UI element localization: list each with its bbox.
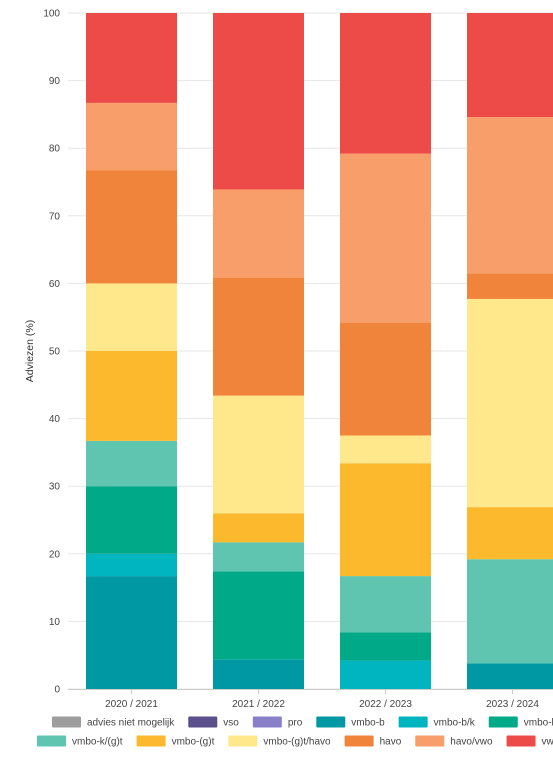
x-tick-label: 2023 / 2024 [486, 699, 539, 710]
bar-segment [86, 486, 177, 554]
legend-item[interactable]: vmbo-b [316, 716, 385, 729]
x-tick-label: 2020 / 2021 [105, 699, 158, 710]
bar-segment [467, 298, 553, 508]
bar-segment [86, 553, 177, 577]
legend-label: havo [380, 737, 402, 748]
bar-segment [86, 13, 177, 103]
bar-segment [340, 463, 431, 577]
x-tick-labels: 2020 / 2021 2021 / 2022 2022 / 2023 2023 / … [105, 689, 539, 710]
legend-swatch [488, 716, 518, 728]
legend-swatch [52, 716, 81, 728]
bar-segment [213, 189, 304, 278]
bar-segment [86, 440, 177, 487]
legend-swatch [252, 716, 282, 728]
legend-item[interactable]: havo [344, 735, 402, 748]
bar-segment [86, 351, 177, 441]
legend-label: vmbo-k/(g)t [72, 737, 123, 748]
y-tick-label: 90 [49, 76, 61, 87]
legend-item[interactable]: vmbo-(g)t [136, 735, 215, 748]
y-tick-label: 50 [49, 347, 61, 358]
legend-item[interactable]: havo/vwo [415, 735, 493, 748]
legend: advies niet mogelijk vso pro vmbo-b vmbo-b/k… [37, 716, 553, 748]
y-tick-label: 20 [49, 549, 61, 560]
x-tick-label: 2021 / 2022 [232, 699, 285, 710]
bar-segment [86, 283, 177, 351]
bar-segment [467, 13, 553, 118]
legend-label: vwo [542, 737, 553, 748]
bar-segment [340, 632, 431, 661]
bar-segment [86, 576, 177, 689]
y-tick-label: 30 [49, 482, 61, 493]
legend-item[interactable]: advies niet mogelijk [52, 716, 175, 729]
bar-segment [340, 13, 431, 154]
legend-item[interactable]: pro [252, 716, 303, 729]
bar-segment [213, 395, 304, 514]
bar-segment [340, 322, 431, 436]
legend-item[interactable]: vso [188, 716, 239, 729]
legend-label: pro [288, 718, 303, 729]
legend-label: advies niet mogelijk [87, 718, 175, 729]
bar-segment [213, 659, 304, 689]
legend-swatch [415, 735, 445, 747]
legend-item[interactable]: vmbo-k [488, 716, 553, 729]
legend-item[interactable]: vmbo-(g)t/havo [228, 735, 331, 748]
y-tick-label: 60 [49, 279, 61, 290]
y-axis-label: Adviezen (%) [24, 320, 36, 382]
bar-segment [213, 571, 304, 660]
legend-label: havo/vwo [450, 737, 493, 748]
legend-swatch [506, 735, 536, 747]
legend-label: vmbo-b [351, 718, 385, 729]
x-tick-label: 2022 / 2023 [359, 699, 412, 710]
bar-segment [467, 559, 553, 664]
legend-swatch [316, 716, 346, 728]
bar-segment [340, 660, 431, 689]
legend-swatch [344, 735, 374, 747]
y-tick-labels: 0 10 20 30 40 50 60 70 80 90 100 [43, 9, 60, 696]
legend-label: vmbo-(g)t [172, 737, 215, 748]
legend-label: vmbo-(g)t/havo [263, 737, 331, 748]
bar-segment [340, 435, 431, 464]
legend-swatch [228, 735, 258, 747]
y-tick-label: 100 [43, 9, 60, 20]
bar-segment [213, 13, 304, 190]
y-tick-label: 70 [49, 211, 61, 222]
legend-swatch [136, 735, 166, 747]
legend-label: vmbo-b/k [434, 718, 476, 729]
bar-segment [467, 117, 553, 274]
bar-segment [213, 542, 304, 572]
legend-label: vmbo-k [524, 718, 553, 729]
y-tick-label: 40 [49, 414, 61, 425]
bar-segment [86, 102, 177, 171]
legend-item[interactable]: vmbo-b/k [398, 716, 476, 729]
bar-segment [467, 273, 553, 299]
legend-swatch [37, 735, 66, 747]
y-tick-label: 80 [49, 144, 61, 155]
bar-segment [86, 170, 177, 284]
legend-swatch [398, 716, 428, 728]
y-tick-label: 0 [54, 685, 60, 696]
bar-segment [467, 507, 553, 560]
legend-item[interactable]: vmbo-k/(g)t [37, 735, 123, 748]
bar-segment [213, 277, 304, 396]
legend-swatch [188, 716, 218, 728]
legend-item[interactable]: vwo [506, 735, 553, 748]
bar-segment [213, 513, 304, 543]
bar-segment [340, 576, 431, 633]
legend-label: vso [223, 718, 239, 729]
bar-segment [467, 663, 553, 689]
bar-segment [340, 153, 431, 323]
y-tick-label: 10 [49, 617, 61, 628]
bars [86, 13, 553, 689]
